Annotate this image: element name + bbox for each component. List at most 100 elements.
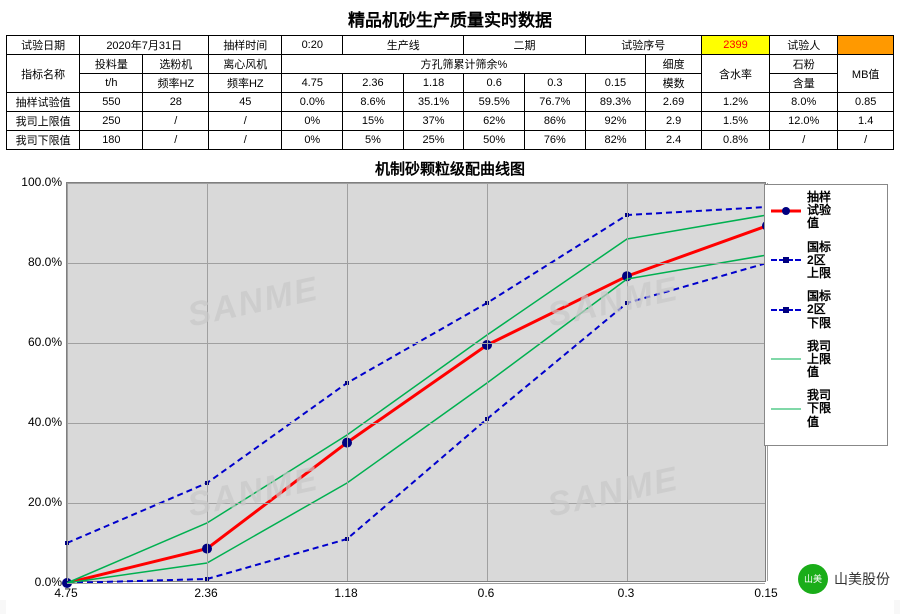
cell: 2.4	[646, 131, 702, 150]
cell: 50%	[464, 131, 525, 150]
line-value: 二期	[464, 36, 585, 55]
legend-label: 国标2区上限	[807, 241, 831, 281]
cell: 0.0%	[282, 93, 343, 112]
y-tick-label: 20.0%	[6, 495, 62, 509]
legend-item: 国标2区下限	[771, 290, 881, 330]
cell: 5%	[343, 131, 404, 150]
legend-label: 我司下限值	[807, 389, 831, 429]
sieve-5: 0.15	[585, 74, 646, 93]
x-tick-label: 1.18	[334, 586, 357, 600]
y-tick-label: 40.0%	[6, 415, 62, 429]
cell: 92%	[585, 112, 646, 131]
grid-line-h	[67, 263, 765, 264]
legend-item: 我司下限值	[771, 389, 881, 429]
fan-label-2: 频率HZ	[209, 74, 282, 93]
seq-label: 试验序号	[585, 36, 701, 55]
page-title: 精品机砂生产质量实时数据	[6, 4, 894, 35]
y-tick-label: 80.0%	[6, 255, 62, 269]
cell: /	[143, 131, 209, 150]
cell: 550	[80, 93, 143, 112]
seq-value: 2399	[701, 36, 769, 55]
date-label: 试验日期	[7, 36, 80, 55]
legend-swatch	[771, 204, 801, 218]
powder-label-1: 选粉机	[143, 55, 209, 74]
grid-line-h	[67, 423, 765, 424]
sieve-0: 4.75	[282, 74, 343, 93]
x-tick-label: 0.15	[754, 586, 777, 600]
x-tick-label: 2.36	[194, 586, 217, 600]
date-value: 2020年7月31日	[80, 36, 209, 55]
cell: /	[838, 131, 894, 150]
cell: 59.5%	[464, 93, 525, 112]
grid-line-v	[627, 183, 628, 581]
feed-label-1: 投料量	[80, 55, 143, 74]
grid-line-v	[487, 183, 488, 581]
grid-line-v	[347, 183, 348, 581]
cell: 180	[80, 131, 143, 150]
cell: 2.69	[646, 93, 702, 112]
row-label: 我司下限值	[7, 131, 80, 150]
powder-label-2: 频率HZ	[143, 74, 209, 93]
cell: /	[770, 131, 838, 150]
tester-value	[838, 36, 894, 55]
cell: 37%	[403, 112, 464, 131]
cell: /	[143, 112, 209, 131]
series-line	[67, 226, 767, 583]
sieve-2: 1.18	[403, 74, 464, 93]
grid-line-v	[207, 183, 208, 581]
cell: 89.3%	[585, 93, 646, 112]
line-label: 生产线	[343, 36, 464, 55]
legend-swatch	[771, 303, 801, 317]
sieve-1: 2.36	[343, 74, 404, 93]
cell: 28	[143, 93, 209, 112]
sieve-4: 0.3	[525, 74, 586, 93]
series-line	[67, 215, 767, 583]
legend-item: 国标2区上限	[771, 241, 881, 281]
cell: 8.0%	[770, 93, 838, 112]
legend-label: 我司上限值	[807, 340, 831, 380]
water-label: 含水率	[701, 55, 769, 93]
cell: 2.9	[646, 112, 702, 131]
feed-label-2: t/h	[80, 74, 143, 93]
sample-time-value: 0:20	[282, 36, 343, 55]
cell: 1.2%	[701, 93, 769, 112]
cell: 15%	[343, 112, 404, 131]
cell: 0.8%	[701, 131, 769, 150]
stone-label-1: 石粉	[770, 55, 838, 74]
cell: 0%	[282, 131, 343, 150]
grid-line-h	[67, 503, 765, 504]
mb-label: MB值	[838, 55, 894, 93]
series-line	[67, 255, 767, 583]
grid-line-h	[67, 583, 765, 584]
cell: 8.6%	[343, 93, 404, 112]
table-row: 我司上限值250//0%15%37%62%86%92%2.91.5%12.0%1…	[7, 112, 894, 131]
sample-time-label: 抽样时间	[209, 36, 282, 55]
cell: 35.1%	[403, 93, 464, 112]
x-tick-label: 0.3	[618, 586, 635, 600]
legend-swatch	[771, 402, 801, 416]
cell: 62%	[464, 112, 525, 131]
fineness-label-2: 模数	[646, 74, 702, 93]
row-label: 我司上限值	[7, 112, 80, 131]
wechat-icon: 山美	[798, 564, 828, 594]
footer-badge: 山美 山美股份	[798, 564, 890, 594]
cell: 1.4	[838, 112, 894, 131]
col-header-row-1: 指标名称 投料量 选粉机 离心风机 方孔筛累计筛余% 细度 含水率 石粉 MB值	[7, 55, 894, 74]
cell: 25%	[403, 131, 464, 150]
cell: 76.7%	[525, 93, 586, 112]
legend-label: 国标2区下限	[807, 290, 831, 330]
chart-container: 机制砂颗粒级配曲线图 SANMESANMESANMESANME 抽样试验值国标2…	[6, 154, 894, 614]
tester-label: 试验人	[770, 36, 838, 55]
cell: 86%	[525, 112, 586, 131]
cell: 12.0%	[770, 112, 838, 131]
grid-line-h	[67, 183, 765, 184]
cell: 82%	[585, 131, 646, 150]
table-row: 抽样试验值55028450.0%8.6%35.1%59.5%76.7%89.3%…	[7, 93, 894, 112]
cell: 45	[209, 93, 282, 112]
cell: 0%	[282, 112, 343, 131]
legend-item: 我司上限值	[771, 340, 881, 380]
legend-swatch	[771, 253, 801, 267]
company-name: 山美股份	[834, 569, 890, 589]
chart-plot-area: SANMESANMESANMESANME	[66, 182, 766, 582]
legend-item: 抽样试验值	[771, 191, 881, 231]
